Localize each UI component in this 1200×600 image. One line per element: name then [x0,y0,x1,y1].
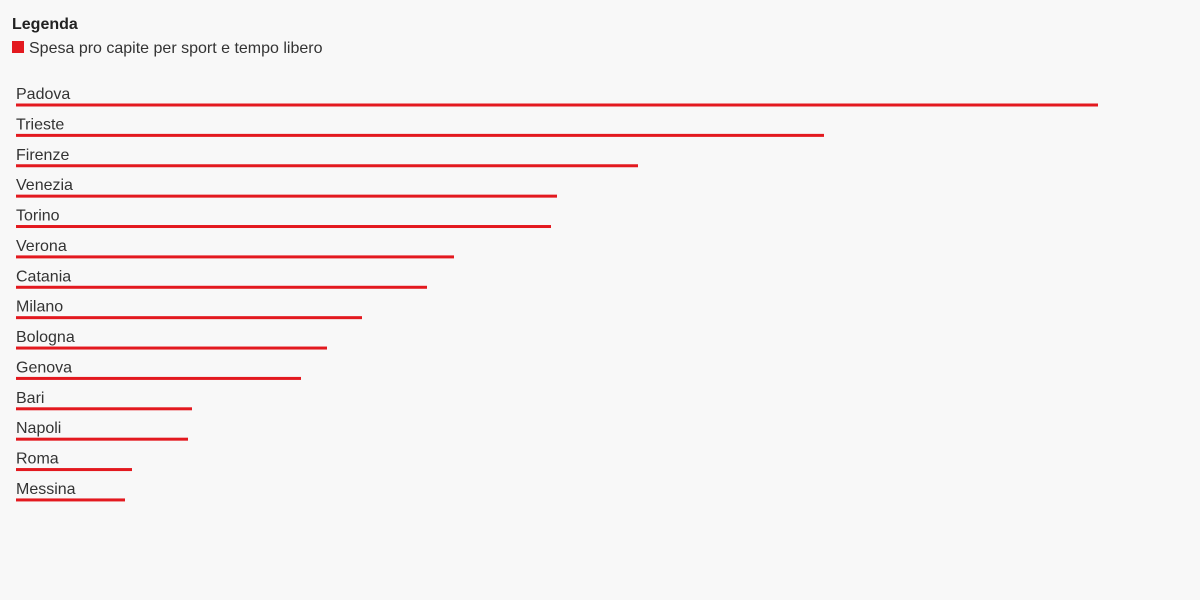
legend-label: Spesa pro capite per sport e tempo liber… [29,40,323,57]
bar [16,164,638,168]
category-label: Firenze [16,147,69,164]
bar [16,316,362,320]
category-label: Catania [16,268,71,285]
category-label: Torino [16,208,60,225]
category-label: Genova [16,359,72,376]
legend-title: Legenda [12,16,78,33]
category-label: Messina [16,481,76,498]
category-label: Bari [16,390,44,407]
bar [16,133,824,137]
category-label: Trieste [16,116,64,133]
bar [16,437,188,441]
category-label: Roma [16,451,59,468]
bar [16,255,454,259]
category-label: Napoli [16,420,61,437]
category-label: Verona [16,238,67,255]
category-label: Venezia [16,177,73,194]
legend-swatch [12,41,24,53]
bar [16,103,1098,107]
bar [16,407,192,411]
bar [16,346,327,350]
category-label: Milano [16,299,63,316]
bar [16,498,125,502]
bar [16,285,427,289]
bar [16,194,557,198]
bar [16,376,301,380]
bar [16,225,551,229]
bar [16,468,132,472]
category-label: Bologna [16,329,75,346]
category-label: Padova [16,86,70,103]
